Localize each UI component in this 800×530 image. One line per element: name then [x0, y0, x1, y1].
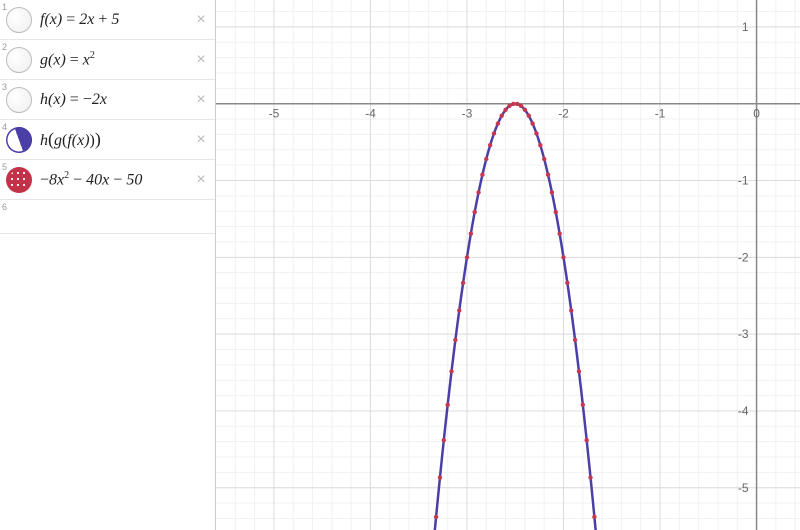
svg-text:-5: -5 [738, 481, 749, 495]
expression-index: 6 [2, 202, 7, 212]
delete-expression-button[interactable]: × [191, 91, 211, 109]
expression-row-blank[interactable]: 6 [0, 200, 215, 234]
svg-text:-4: -4 [738, 404, 749, 418]
svg-text:-4: -4 [365, 107, 376, 121]
graph-canvas[interactable]: -5 -4 -3 -2 -1 0 -5 -4 -3 -2 -1 1 [216, 0, 800, 530]
svg-text:1: 1 [742, 20, 749, 34]
svg-text:-5: -5 [269, 107, 280, 121]
expression-list: + ↶ ↷ « 1 f(x) = 2x + 5 [0, 0, 216, 530]
expression-index: 3 [2, 82, 7, 92]
color-swatch[interactable] [2, 123, 35, 156]
expression-math[interactable]: −8x2 − 40x − 50 [32, 170, 191, 189]
delete-expression-button[interactable]: × [191, 11, 211, 29]
svg-text:-1: -1 [738, 174, 749, 188]
delete-expression-button[interactable]: × [191, 51, 211, 69]
svg-text:-3: -3 [738, 327, 749, 341]
svg-text:-3: -3 [462, 107, 473, 121]
graph-svg: -5 -4 -3 -2 -1 0 -5 -4 -3 -2 -1 1 [216, 0, 800, 530]
expression-index: 2 [2, 42, 7, 52]
expression-index: 5 [2, 162, 7, 172]
color-swatch[interactable] [6, 87, 32, 113]
color-swatch[interactable] [6, 47, 32, 73]
svg-text:-2: -2 [738, 250, 749, 264]
expression-math[interactable]: h(x) = −2x [32, 91, 191, 109]
expression-row[interactable]: 3 h(x) = −2x × [0, 80, 215, 120]
expression-row[interactable]: 4 h(g(f(x))) × [0, 120, 215, 160]
color-swatch[interactable] [6, 167, 32, 193]
expression-math[interactable]: g(x) = x2 [32, 50, 191, 69]
expression-math[interactable]: h(g(f(x))) [32, 129, 191, 150]
expression-row[interactable]: 2 g(x) = x2 × [0, 40, 215, 80]
delete-expression-button[interactable]: × [191, 171, 211, 189]
expression-row[interactable]: 1 f(x) = 2x + 5 × [0, 0, 215, 40]
expression-index: 4 [2, 122, 7, 132]
svg-text:-1: -1 [655, 107, 666, 121]
svg-text:-2: -2 [558, 107, 569, 121]
expression-index: 1 [2, 2, 7, 12]
color-swatch[interactable] [6, 7, 32, 33]
expression-row[interactable]: 5 −8x2 − 40x − 50 × [0, 160, 215, 200]
svg-text:0: 0 [753, 107, 760, 121]
delete-expression-button[interactable]: × [191, 131, 211, 149]
expression-math[interactable]: f(x) = 2x + 5 [32, 11, 191, 29]
